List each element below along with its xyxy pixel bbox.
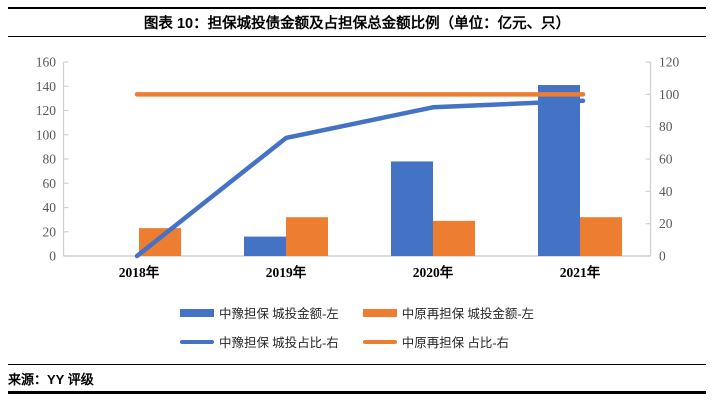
right-axis-tick-label: 100: [659, 87, 680, 102]
chart-canvas: 0 20 40 60 80 100 120 140 160 0 20 40 60 80 100 120 2018…: [36, 55, 680, 281]
legend-item-0: 中豫担保 城投金额-左: [179, 303, 339, 322]
right-axis-tick-label: 20: [659, 216, 673, 231]
bar-2021年-s0: [538, 85, 580, 256]
legend-label: 中豫担保 城投占比-右: [218, 336, 339, 350]
legend-swatch-line: [179, 339, 214, 344]
legend-swatch-bar: [362, 308, 397, 317]
legend-label: 中原再担保 占比-右: [401, 336, 510, 350]
bar-2020年-s0: [391, 161, 433, 256]
right-axis-tick-label: 80: [659, 119, 673, 134]
left-axis-tick-label: 80: [43, 152, 57, 167]
footer-bottom-rule: [8, 391, 706, 394]
left-axis-tick-label: 20: [43, 224, 57, 239]
left-axis-tick-label: 160: [36, 55, 57, 70]
left-axis-tick-label: 100: [36, 127, 57, 142]
right-axis-tick-label: 60: [659, 152, 673, 167]
left-axis-tick-label: 120: [36, 103, 57, 118]
legend-item-3: 中原再担保 占比-右: [362, 332, 534, 351]
legend-label: 中原再担保 城投金额-左: [401, 307, 535, 321]
left-axis-tick-label: 40: [43, 200, 57, 215]
right-axis-tick-label: 40: [659, 184, 673, 199]
category-label: 2020年: [413, 264, 454, 280]
legend-item-1: 中原再担保 城投金额-左: [362, 303, 535, 322]
left-axis-tick-label: 0: [49, 249, 56, 264]
legend-swatch-line: [362, 339, 397, 344]
bar-2019年-s0: [244, 236, 286, 256]
legend-grid: 中豫担保 城投金额-左 中原再担保 城投金额-左中豫担保 城投占比-右 中原再担保 …: [179, 303, 535, 351]
left-axis-tick-label: 140: [36, 79, 57, 94]
category-label: 2018年: [119, 264, 160, 280]
chart-title: 图表 10：担保城投债金额及占担保总金额比例（单位：亿元、只）: [143, 16, 571, 32]
legend-swatch-bar: [179, 308, 214, 317]
bar-2021年-s1: [580, 217, 622, 256]
header-bottom-rule: [8, 36, 706, 37]
header-top-rule: [8, 7, 706, 9]
bar-2020年-s1: [433, 220, 475, 256]
line-series-0: [134, 98, 586, 259]
left-axis-tick-label: 60: [43, 176, 57, 191]
right-axis-tick-label: 120: [659, 55, 680, 70]
source-note: 来源：YY 评级: [8, 372, 94, 387]
legend-label: 中豫担保 城投金额-左: [218, 307, 339, 321]
chart-legend: 中豫担保 城投金额-左 中原再担保 城投金额-左中豫担保 城投占比-右 中原再担保 …: [0, 303, 714, 351]
combo-chart: 0 20 40 60 80 100 120 140 160 0 20 40 60 80 100 120 2018…: [0, 50, 714, 295]
right-axis-tick-label: 0: [659, 249, 666, 264]
bar-2019年-s1: [286, 217, 328, 256]
category-label: 2021年: [560, 264, 601, 280]
category-label: 2019年: [266, 264, 307, 280]
legend-item-2: 中豫担保 城投占比-右: [179, 332, 339, 351]
footer-top-rule: [8, 364, 706, 365]
